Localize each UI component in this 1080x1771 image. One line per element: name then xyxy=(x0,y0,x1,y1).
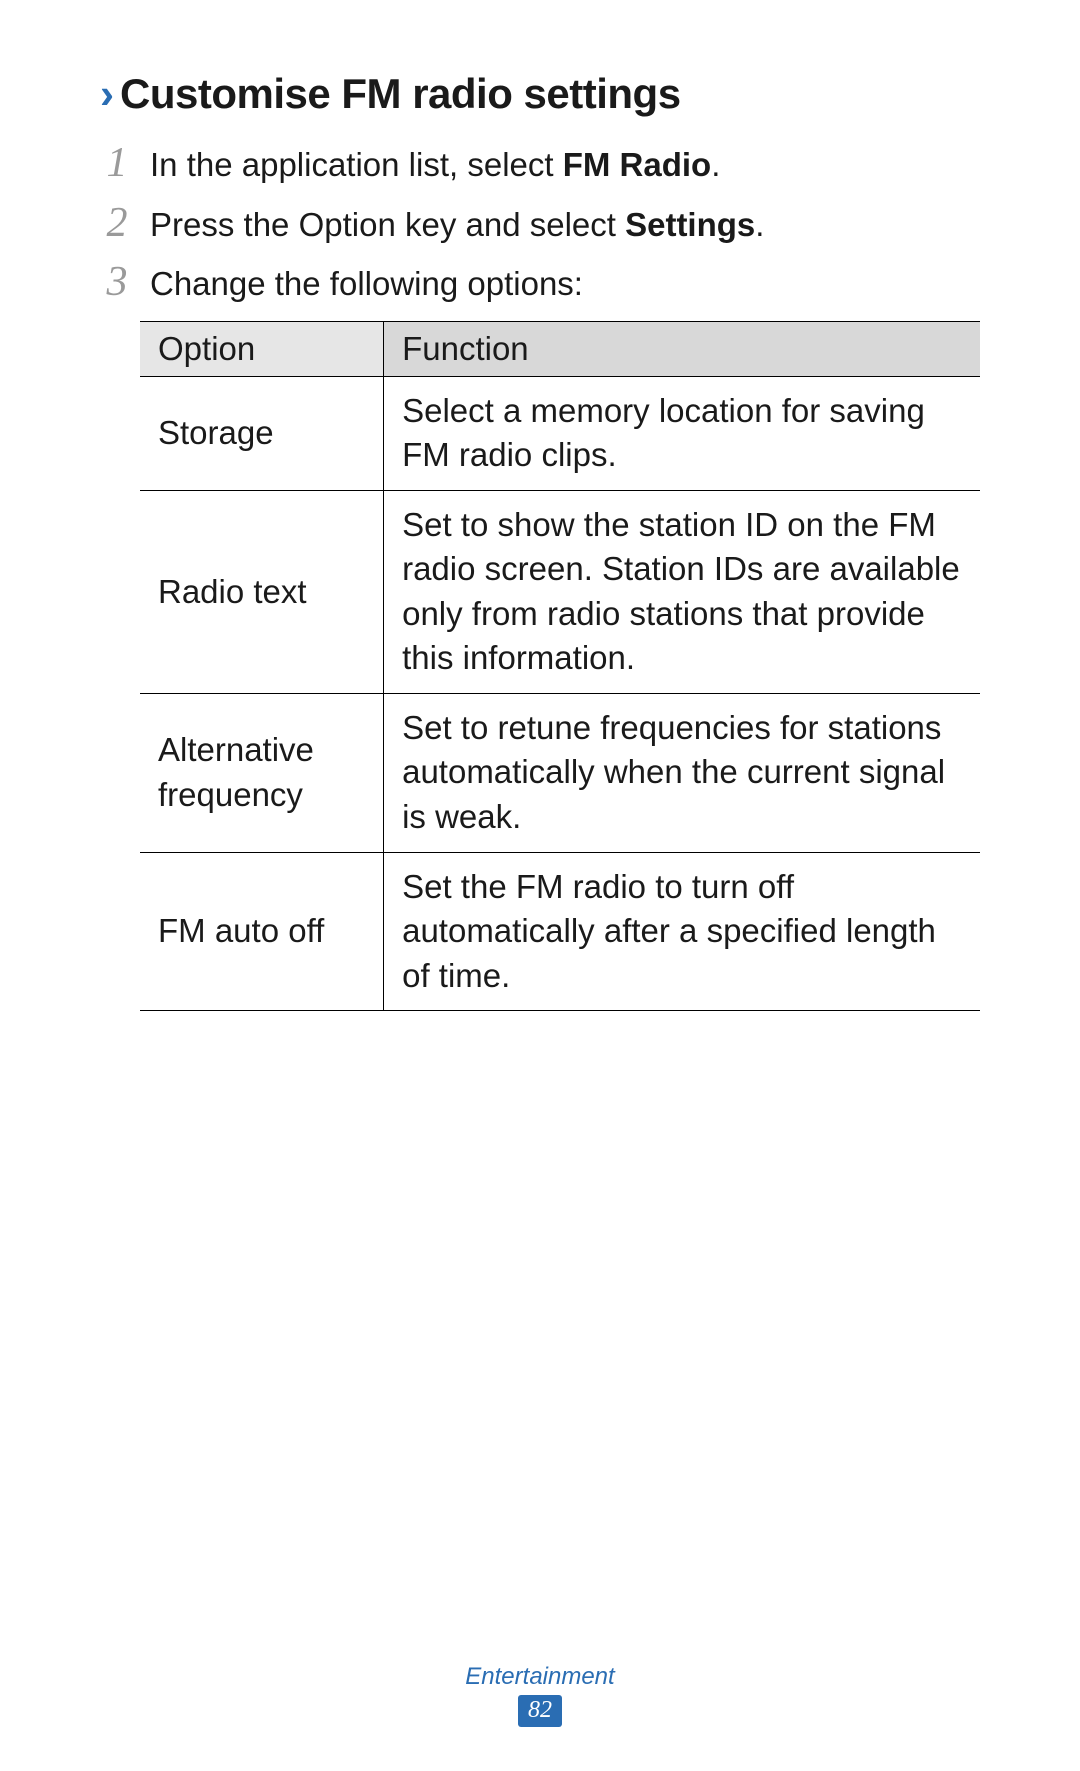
function-cell: Select a memory location for saving FM r… xyxy=(384,376,980,490)
function-cell: Set the FM radio to turn off automatical… xyxy=(384,852,980,1011)
option-cell: FM auto off xyxy=(140,852,384,1011)
page-number: 82 xyxy=(518,1695,562,1727)
page-footer: Entertainment 82 xyxy=(0,1663,1080,1727)
step-item: Change the following options: xyxy=(100,261,980,307)
options-table: Option Function Storage Select a memory … xyxy=(140,321,980,1012)
steps-list: In the application list, select FM Radio… xyxy=(100,142,980,307)
section-heading: › Customise FM radio settings xyxy=(100,70,980,118)
step-text: In the application list, select FM Radio… xyxy=(150,143,720,188)
heading-text: Customise FM radio settings xyxy=(120,70,681,118)
table-row: FM auto off Set the FM radio to turn off… xyxy=(140,852,980,1011)
step-pre: In the application list, select xyxy=(150,146,563,183)
step-item: In the application list, select FM Radio… xyxy=(100,142,980,188)
step-pre: Change the following options: xyxy=(150,265,583,302)
option-cell: Alternative frequency xyxy=(140,693,384,852)
step-pre: Press the Option key and select xyxy=(150,206,625,243)
chevron-icon: › xyxy=(100,73,114,115)
step-bold: FM Radio xyxy=(563,146,711,183)
option-cell: Radio text xyxy=(140,490,384,693)
function-cell: Set to show the station ID on the FM rad… xyxy=(384,490,980,693)
table-header-function: Function xyxy=(384,321,980,376)
step-text: Press the Option key and select Settings… xyxy=(150,203,764,248)
table-row: Storage Select a memory location for sav… xyxy=(140,376,980,490)
table-row: Radio text Set to show the station ID on… xyxy=(140,490,980,693)
table-header-row: Option Function xyxy=(140,321,980,376)
step-bold: Settings xyxy=(625,206,755,243)
footer-category: Entertainment xyxy=(0,1663,1080,1691)
step-post: . xyxy=(755,206,764,243)
table-header-option: Option xyxy=(140,321,384,376)
manual-page: › Customise FM radio settings In the app… xyxy=(0,0,1080,1011)
table-row: Alternative frequency Set to retune freq… xyxy=(140,693,980,852)
step-text: Change the following options: xyxy=(150,262,583,307)
step-item: Press the Option key and select Settings… xyxy=(100,202,980,248)
step-post: . xyxy=(711,146,720,183)
option-cell: Storage xyxy=(140,376,384,490)
function-cell: Set to retune frequencies for stations a… xyxy=(384,693,980,852)
